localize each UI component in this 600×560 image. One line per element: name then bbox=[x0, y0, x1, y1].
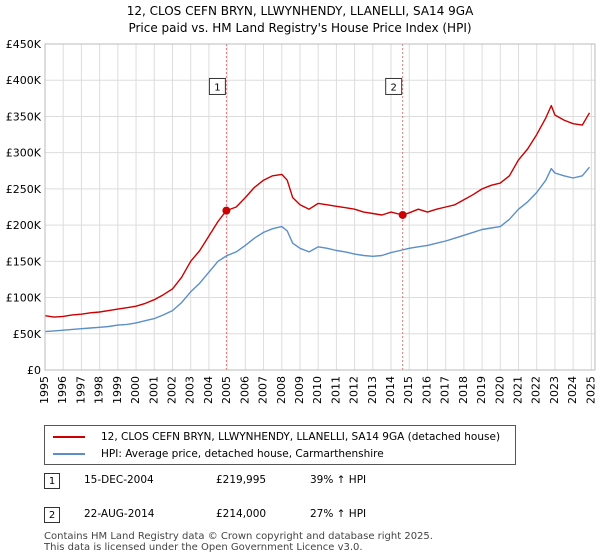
plot-frame bbox=[44, 43, 596, 371]
sale-point bbox=[222, 206, 231, 215]
x-tick-label: 2019 bbox=[475, 376, 488, 404]
legend-swatch-property bbox=[53, 436, 85, 438]
x-tick-label: 2022 bbox=[530, 376, 543, 404]
y-tick-label: £50K bbox=[13, 328, 42, 341]
x-tick-label: 2011 bbox=[329, 376, 342, 404]
x-tick-label: 2008 bbox=[275, 376, 288, 404]
sale-label-box bbox=[208, 77, 226, 95]
price-chart: £0 £50K £100K £150K £200K £250K £300K £350K £400… bbox=[6, 38, 598, 404]
x-tick-label: 2020 bbox=[493, 376, 506, 404]
x-tick-label: 2023 bbox=[548, 376, 561, 404]
x-tick-label: 2024 bbox=[566, 376, 579, 404]
x-tick-label: 2025 bbox=[584, 376, 597, 404]
legend: 12, CLOS CEFN BRYN, LLWYNHENDY, LLANELLI… bbox=[44, 425, 516, 465]
x-tick-label: 2016 bbox=[420, 376, 433, 404]
legend-label-hpi: HPI: Average price, detached house, Carm… bbox=[101, 448, 384, 460]
sale-point bbox=[398, 210, 407, 219]
x-tick-label: 2006 bbox=[238, 376, 251, 404]
sale-price: £214,000 bbox=[216, 508, 267, 520]
y-tick-label: £0 bbox=[27, 364, 41, 377]
footer-licence: This data is licensed under the Open Gov… bbox=[44, 542, 363, 553]
legend-swatch-hpi bbox=[53, 453, 85, 455]
x-tick-label: 2004 bbox=[202, 376, 215, 404]
x-tick-label: 1998 bbox=[93, 376, 106, 404]
x-tick-label: 1999 bbox=[111, 376, 124, 404]
table-row: 1 15-DEC-2004 £219,995 39% ↑ HPI bbox=[44, 473, 464, 491]
sale-label: 2 bbox=[390, 82, 396, 93]
x-tick-label: 2018 bbox=[457, 376, 470, 404]
y-tick-label: £450K bbox=[6, 38, 42, 51]
y-tick-label: £400K bbox=[6, 74, 42, 87]
sale-label-box bbox=[385, 77, 403, 95]
y-tick-label: £100K bbox=[6, 292, 42, 305]
chart-title: 12, CLOS CEFN BRYN, LLWYNHENDY, LLANELLI… bbox=[126, 4, 474, 18]
sale-price: £219,995 bbox=[216, 474, 267, 486]
footer-copyright: Contains HM Land Registry data © Crown c… bbox=[44, 531, 433, 542]
x-tick-label: 2002 bbox=[165, 376, 178, 404]
y-tick-label: £150K bbox=[6, 255, 42, 268]
x-tick-label: 2015 bbox=[402, 376, 415, 404]
table-row: 2 22-AUG-2014 £214,000 27% ↑ HPI bbox=[44, 507, 464, 525]
x-tick-label: 2021 bbox=[512, 376, 525, 404]
x-tick-label: 2017 bbox=[439, 376, 452, 404]
sale-date: 22-AUG-2014 bbox=[84, 508, 155, 520]
x-tick-label: 2000 bbox=[129, 376, 142, 404]
footer: Contains HM Land Registry data © Crown c… bbox=[44, 531, 433, 553]
sale-date: 15-DEC-2004 bbox=[84, 474, 154, 486]
x-tick-label: 2012 bbox=[348, 376, 361, 404]
y-tick-label: £350K bbox=[6, 110, 42, 123]
x-tick-label: 1995 bbox=[38, 376, 51, 404]
sale-marker-badge: 1 bbox=[44, 473, 60, 489]
legend-item-property: 12, CLOS CEFN BRYN, LLWYNHENDY, LLANELLI… bbox=[53, 429, 500, 445]
x-tick-label: 1997 bbox=[74, 376, 87, 404]
y-tick-label: £250K bbox=[6, 183, 42, 196]
y-tick-label: £200K bbox=[6, 219, 42, 232]
legend-label-property: 12, CLOS CEFN BRYN, LLWYNHENDY, LLANELLI… bbox=[101, 431, 501, 443]
x-tick-label: 2007 bbox=[257, 376, 270, 404]
series-line-hpi bbox=[44, 166, 591, 333]
y-tick-label: £300K bbox=[6, 147, 42, 160]
x-tick-label: 2010 bbox=[311, 376, 324, 404]
x-tick-label: 2013 bbox=[366, 376, 379, 404]
sale-label: 1 bbox=[214, 82, 220, 93]
x-tick-label: 2003 bbox=[184, 376, 197, 404]
sale-hpi-change: 39% ↑ HPI bbox=[310, 474, 367, 486]
x-tick-label: 2009 bbox=[293, 376, 306, 404]
x-tick-label: 2005 bbox=[220, 376, 233, 404]
x-tick-label: 2001 bbox=[147, 376, 160, 404]
x-tick-label: 2014 bbox=[384, 376, 397, 404]
x-tick-label: 1996 bbox=[56, 376, 69, 404]
plot-area bbox=[45, 44, 595, 370]
series-line-property bbox=[44, 104, 591, 318]
sale-hpi-change: 27% ↑ HPI bbox=[310, 508, 367, 520]
sale-marker-badge: 2 bbox=[44, 507, 60, 523]
legend-item-hpi: HPI: Average price, detached house, Carm… bbox=[53, 446, 384, 462]
chart-subtitle: Price paid vs. HM Land Registry's House … bbox=[128, 21, 472, 35]
